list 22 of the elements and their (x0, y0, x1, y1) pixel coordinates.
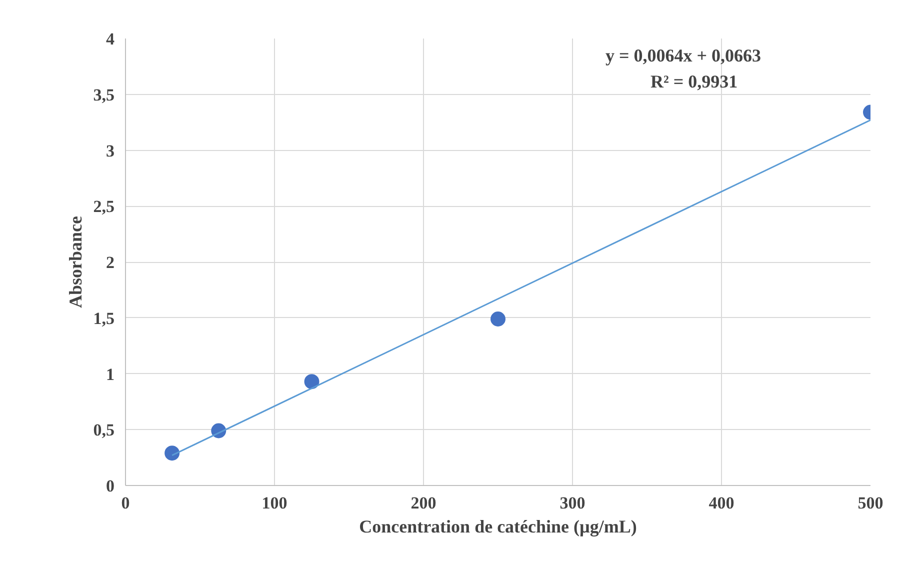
y-tick-label: 3 (106, 141, 114, 160)
point (304, 374, 320, 390)
y-tick-label: 4 (106, 30, 115, 48)
y-tick-label: 1 (106, 364, 114, 384)
y-tick-label: 0,5 (93, 420, 114, 440)
y-tick-label: 2 (106, 253, 114, 272)
annotation: y = 0,0064x + 0,0663 (606, 46, 762, 66)
x-axis-title: Concentration de catéchine (µg/mL) (359, 516, 637, 536)
x-tick-label: 400 (708, 494, 734, 512)
x-tick-label: 200 (410, 494, 436, 512)
x-tick-label: 300 (560, 494, 586, 512)
x-tick-label: 100 (262, 494, 288, 512)
point (490, 312, 506, 326)
y-axis-title: Absorbance (65, 216, 86, 308)
point (164, 446, 180, 461)
x-tick-label: 500 (858, 494, 884, 512)
annotation: R² = 0,9931 (650, 72, 738, 92)
x-tick-label: 0 (121, 494, 130, 512)
y-tick-label: 1,5 (93, 308, 114, 328)
y-tick-label: 0 (106, 476, 114, 496)
y-tick-label: 3,5 (93, 85, 114, 104)
y-tick-label: 2,5 (93, 197, 114, 216)
